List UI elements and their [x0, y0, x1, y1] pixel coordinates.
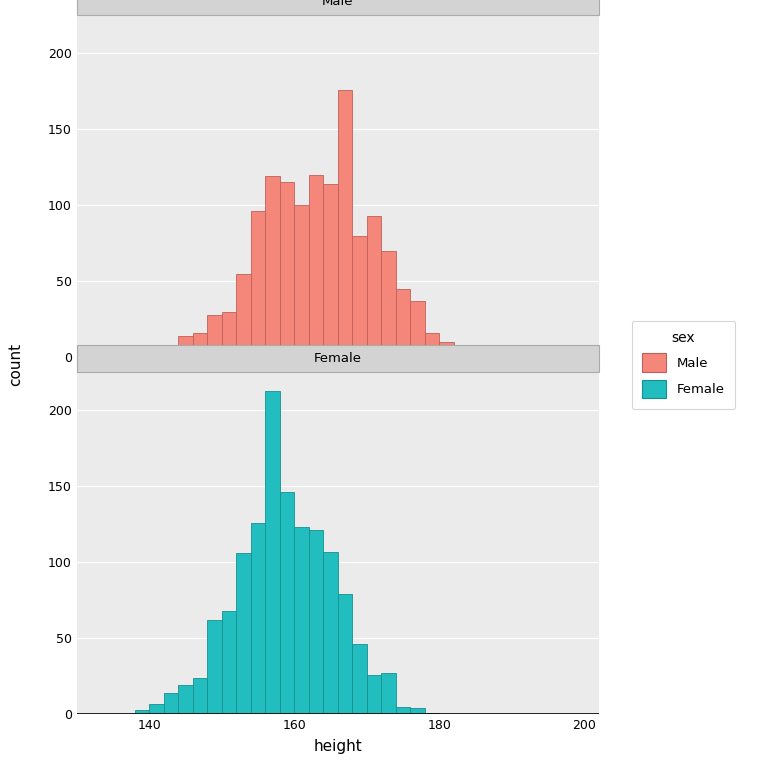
Bar [396, 289, 410, 357]
Bar [280, 492, 294, 714]
X-axis label: height: height [313, 739, 362, 754]
Text: Female: Female [314, 353, 362, 366]
Bar [353, 644, 367, 714]
Bar [193, 678, 207, 714]
Bar [193, 333, 207, 357]
Bar [164, 346, 178, 357]
Bar [237, 273, 251, 357]
Bar [207, 315, 222, 357]
FancyBboxPatch shape [77, 0, 599, 15]
Bar [251, 211, 266, 357]
Bar [135, 354, 149, 357]
Bar [454, 351, 468, 357]
Bar [410, 301, 425, 357]
Bar [251, 523, 266, 714]
Bar [149, 351, 164, 357]
Bar [367, 675, 382, 714]
Bar [410, 708, 425, 714]
Bar [222, 611, 237, 714]
Bar [266, 177, 280, 357]
Bar [121, 356, 135, 357]
Bar [396, 707, 410, 714]
Bar [309, 175, 323, 357]
Bar [135, 710, 149, 714]
Bar [237, 553, 251, 714]
Bar [468, 353, 483, 357]
Bar [294, 528, 309, 714]
Bar [149, 703, 164, 714]
Bar [425, 333, 439, 357]
Text: Male: Male [322, 0, 354, 8]
Bar [309, 531, 323, 714]
Bar [294, 205, 309, 357]
Bar [323, 551, 338, 714]
Bar [280, 183, 294, 357]
Bar [439, 342, 454, 357]
Bar [367, 216, 382, 357]
Bar [338, 90, 353, 357]
Bar [353, 236, 367, 357]
FancyBboxPatch shape [77, 345, 599, 372]
Bar [164, 693, 178, 714]
Bar [178, 336, 193, 357]
Bar [338, 594, 353, 714]
Bar [382, 251, 396, 357]
Bar [222, 312, 237, 357]
Bar [483, 356, 498, 357]
Bar [425, 713, 439, 714]
Bar [323, 184, 338, 357]
Bar [382, 674, 396, 714]
Bar [207, 620, 222, 714]
Bar [266, 391, 280, 714]
Legend: Male, Female: Male, Female [632, 321, 735, 409]
Text: count: count [8, 343, 23, 386]
Bar [178, 685, 193, 714]
